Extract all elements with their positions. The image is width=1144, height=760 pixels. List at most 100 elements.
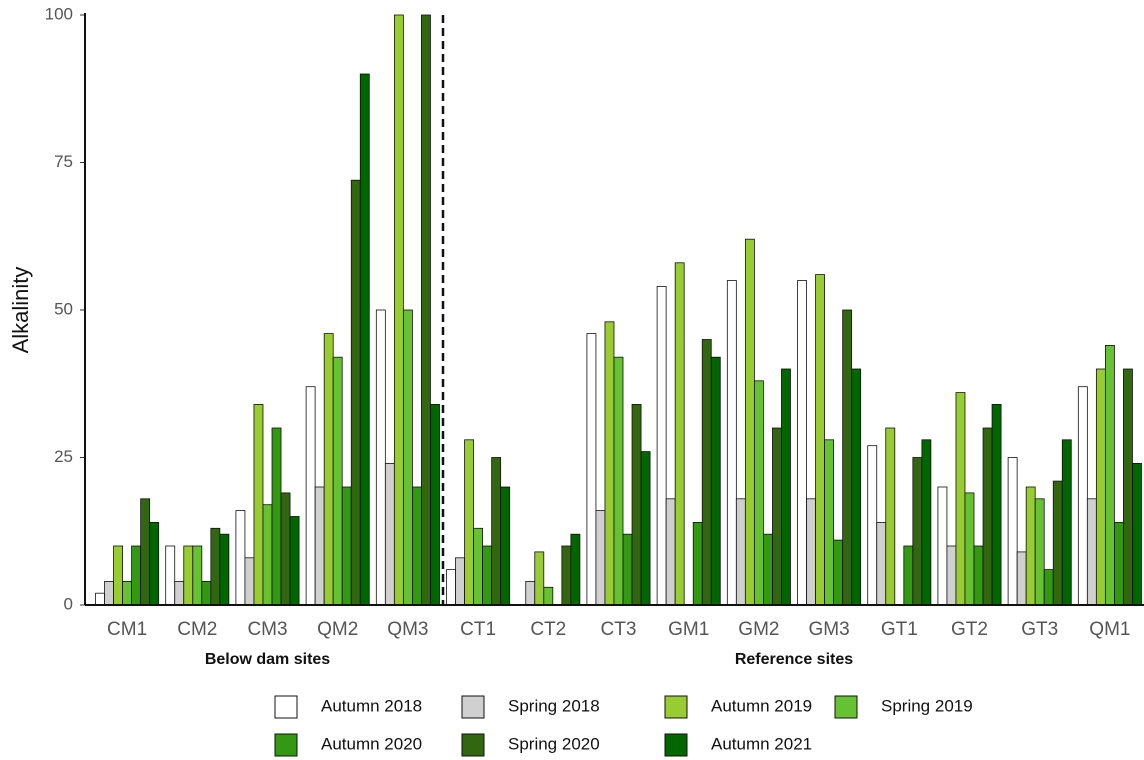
x-tick-label: CM3 <box>247 619 287 640</box>
x-tick-label: CM2 <box>177 619 217 640</box>
bar <box>244 557 255 606</box>
bar <box>595 510 606 606</box>
bar <box>946 545 957 606</box>
bar <box>964 492 975 606</box>
bar <box>464 439 474 606</box>
legend-label: Autumn 2021 <box>711 734 812 753</box>
bar <box>262 504 273 606</box>
bar <box>314 486 325 606</box>
x-tick-label: CT1 <box>460 619 496 640</box>
bar <box>165 545 176 606</box>
bar <box>235 510 246 606</box>
bar <box>815 274 825 606</box>
bar <box>122 581 133 606</box>
bar <box>375 309 386 606</box>
bar <box>525 581 536 606</box>
bar <box>500 486 511 606</box>
bar <box>991 403 1002 606</box>
bar <box>586 333 597 606</box>
bar <box>1086 498 1097 606</box>
bar <box>271 427 282 606</box>
bar <box>332 356 343 606</box>
bar <box>570 533 581 606</box>
bar <box>253 403 264 606</box>
bar <box>1104 344 1115 606</box>
x-tick-label: GM1 <box>668 619 709 640</box>
legend-swatch <box>664 695 688 719</box>
bar <box>455 557 465 606</box>
bar <box>604 321 615 606</box>
legend-swatch <box>664 733 688 757</box>
bar <box>955 392 966 606</box>
legend-label: Spring 2019 <box>881 696 973 715</box>
bar <box>482 545 493 606</box>
bar <box>359 73 370 606</box>
bar <box>1052 480 1063 606</box>
legend-label: Autumn 2019 <box>711 696 812 715</box>
bar <box>1025 486 1036 606</box>
bar <box>534 551 545 606</box>
bar <box>341 486 352 606</box>
x-tick-label: GT2 <box>951 619 988 640</box>
bar <box>280 492 291 606</box>
bar <box>201 581 212 606</box>
legend-label: Spring 2018 <box>508 696 600 715</box>
y-axis-label: Alkalinity <box>8 267 33 354</box>
x-tick-label: CM1 <box>107 619 147 640</box>
x-tick-label: GT1 <box>881 619 918 640</box>
bar <box>113 545 123 606</box>
x-tick-label: GT3 <box>1021 619 1058 640</box>
legend-swatch <box>274 733 298 757</box>
bar <box>393 14 404 606</box>
bar <box>1043 569 1054 606</box>
legend-swatch <box>461 695 485 719</box>
y-tick-label: 50 <box>54 299 73 318</box>
bar <box>1095 368 1106 606</box>
bar <box>885 427 896 606</box>
bar <box>131 545 142 606</box>
bar <box>692 522 703 606</box>
bar <box>622 533 633 606</box>
bar <box>1132 462 1142 606</box>
bar <box>412 486 422 606</box>
x-tick-label: QM2 <box>317 619 358 640</box>
bar <box>140 498 151 606</box>
bar <box>781 368 791 606</box>
legend-swatch <box>274 695 298 719</box>
bar <box>104 581 114 606</box>
bar <box>210 527 221 606</box>
bar <box>421 14 431 606</box>
bar <box>665 498 676 606</box>
bar <box>824 439 835 606</box>
group-label: Reference sites <box>735 651 853 668</box>
bar <box>753 380 764 606</box>
bar <box>701 339 712 606</box>
bar <box>656 285 667 606</box>
bar <box>446 569 456 606</box>
bar <box>744 238 755 606</box>
legend-label: Autumn 2018 <box>321 696 422 715</box>
x-tick-label: QM1 <box>1089 619 1130 640</box>
bar <box>289 516 300 606</box>
bar <box>561 545 572 606</box>
legend-label: Autumn 2020 <box>321 734 422 753</box>
y-tick-label: 100 <box>45 4 73 23</box>
bar <box>350 179 361 606</box>
bar <box>402 309 413 606</box>
bar <box>631 403 642 606</box>
x-tick-label: CT3 <box>601 619 637 640</box>
bar <box>613 356 624 606</box>
bar <box>183 545 194 606</box>
bar <box>797 280 807 606</box>
bar <box>323 333 334 606</box>
bar <box>1077 386 1088 606</box>
bar <box>674 262 685 606</box>
bar <box>543 586 554 606</box>
bar <box>430 403 440 606</box>
bar <box>806 498 816 606</box>
bar <box>921 439 932 606</box>
x-tick-label: GM3 <box>809 619 850 640</box>
bar <box>174 581 185 606</box>
bar <box>851 368 862 606</box>
bar <box>973 545 984 606</box>
